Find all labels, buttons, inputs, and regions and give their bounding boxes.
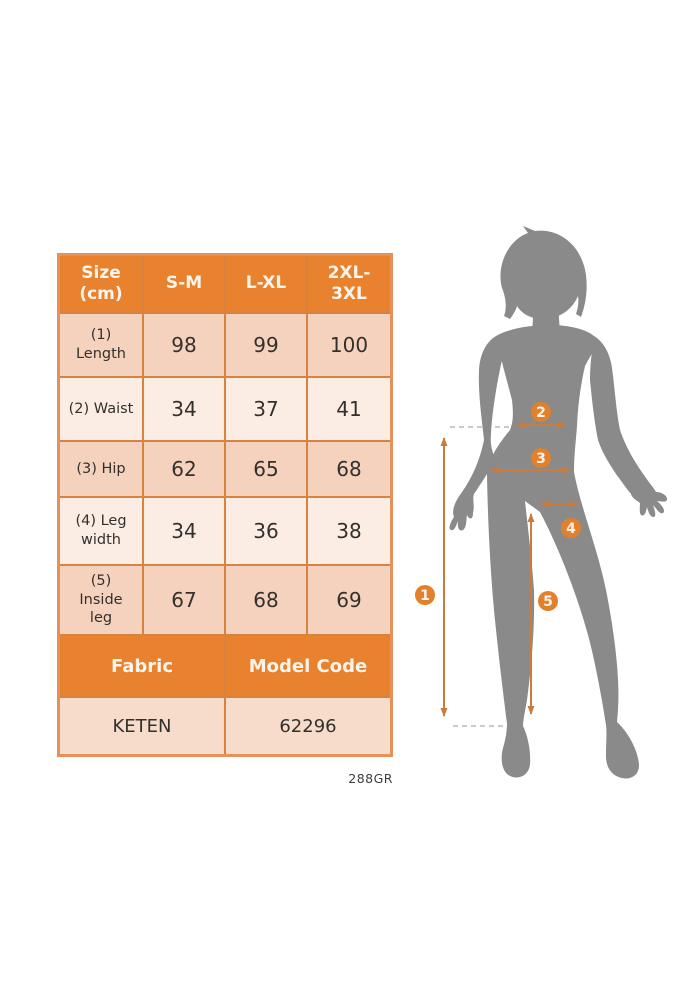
marker-number-4: 4 [566, 521, 576, 537]
waist-2xl-3xl: 41 [308, 378, 390, 440]
measurement-arrows [440, 421, 578, 717]
woman-silhouette [449, 226, 668, 779]
length-2xl-3xl: 100 [308, 314, 390, 376]
row-label-length: (1) Length [60, 314, 142, 376]
fabric-header: Fabric [60, 636, 224, 696]
head-silhouette [500, 226, 587, 319]
weight-footnote: 288GR [348, 771, 393, 786]
column-header-l-xl: L-XL [226, 256, 306, 312]
leg-width-l-xl: 36 [226, 498, 306, 564]
torso-legs-silhouette [487, 325, 639, 779]
marker-number-5: 5 [543, 594, 553, 610]
hip-2xl-3xl: 68 [308, 442, 390, 496]
measurement-figure: 1 2 3 4 5 [415, 226, 668, 779]
row-label-hip: (3) Hip [60, 442, 142, 496]
column-header-size-cm: Size (cm) [60, 256, 142, 312]
marker-number-2: 2 [536, 405, 546, 421]
left-arm-silhouette [449, 336, 502, 531]
leg-width-2xl-3xl: 38 [308, 498, 390, 564]
marker-number-3: 3 [536, 451, 546, 467]
marker-circle-4 [561, 518, 581, 538]
marker-circle-1 [415, 585, 435, 605]
marker-circle-5 [538, 591, 558, 611]
length-l-xl: 99 [226, 314, 306, 376]
hip-s-m: 62 [144, 442, 224, 496]
hip-l-xl: 65 [226, 442, 306, 496]
row-label-waist: (2) Waist [60, 378, 142, 440]
waist-l-xl: 37 [226, 378, 306, 440]
marker-circle-3 [531, 448, 551, 468]
measurement-markers: 1 2 3 4 5 [415, 402, 581, 611]
inside-leg-l-xl: 68 [226, 566, 306, 634]
waist-s-m: 34 [144, 378, 224, 440]
model-code-value: 62296 [226, 698, 390, 754]
leg-width-s-m: 34 [144, 498, 224, 564]
size-chart-table: Size (cm) S-M L-XL 2XL- 3XL (1) Length 9… [57, 253, 393, 757]
right-arm-silhouette [590, 336, 668, 517]
column-header-s-m: S-M [144, 256, 224, 312]
length-s-m: 98 [144, 314, 224, 376]
model-code-header: Model Code [226, 636, 390, 696]
marker-circle-2 [531, 402, 551, 422]
inside-leg-s-m: 67 [144, 566, 224, 634]
row-label-inside-leg: (5) Inside leg [60, 566, 142, 634]
inside-leg-2xl-3xl: 69 [308, 566, 390, 634]
row-label-leg-width: (4) Leg width [60, 498, 142, 564]
marker-number-1: 1 [420, 588, 430, 604]
column-header-2xl-3xl: 2XL- 3XL [308, 256, 390, 312]
fabric-value: KETEN [60, 698, 224, 754]
